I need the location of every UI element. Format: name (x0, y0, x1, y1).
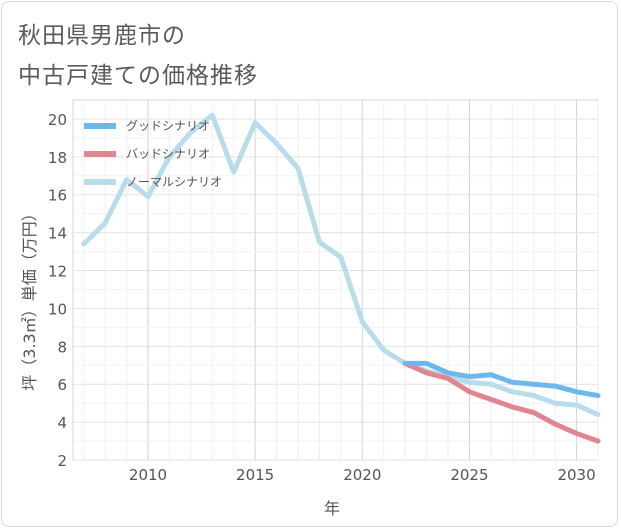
x-axis-label: 年 (324, 499, 340, 518)
chart-title-line1: 秋田県男鹿市の (18, 23, 186, 49)
x-tick-label: 2025 (450, 466, 488, 484)
y-tick-label: 4 (57, 414, 67, 432)
x-tick-label: 2020 (343, 466, 381, 484)
y-tick-label: 6 (57, 376, 67, 394)
y-tick-label: 18 (48, 149, 67, 167)
legend-label: ノーマルシナリオ (126, 175, 222, 189)
series-line-0 (402, 360, 601, 399)
series-line-2 (81, 112, 601, 417)
x-tick-label: 2010 (129, 466, 167, 484)
legend-label: バッドシナリオ (126, 147, 210, 161)
y-tick-label: 16 (48, 187, 67, 205)
y-axis-label: 坪（3.3㎡）単価（万円） (20, 205, 39, 390)
y-tick-label: 12 (48, 263, 67, 281)
y-tick-label: 2 (57, 452, 67, 470)
chart-title-line2: 中古戸建ての価格推移 (18, 63, 258, 89)
grid-lines (72, 99, 599, 461)
y-tick-label: 14 (48, 225, 67, 243)
y-tick-label: 20 (48, 111, 67, 129)
series-line-1 (402, 360, 601, 444)
series-lines (81, 112, 601, 444)
y-tick-label: 8 (57, 338, 67, 356)
x-tick-label: 2030 (557, 466, 595, 484)
y-tick-label: 10 (48, 300, 67, 318)
x-tick-label: 2015 (236, 466, 274, 484)
legend-label: グッドシナリオ (126, 119, 210, 133)
x-tick-labels: 2010 2015 2020 2025 2030 (129, 466, 596, 484)
y-tick-labels: 2 4 6 8 10 12 14 16 18 20 (48, 111, 67, 470)
